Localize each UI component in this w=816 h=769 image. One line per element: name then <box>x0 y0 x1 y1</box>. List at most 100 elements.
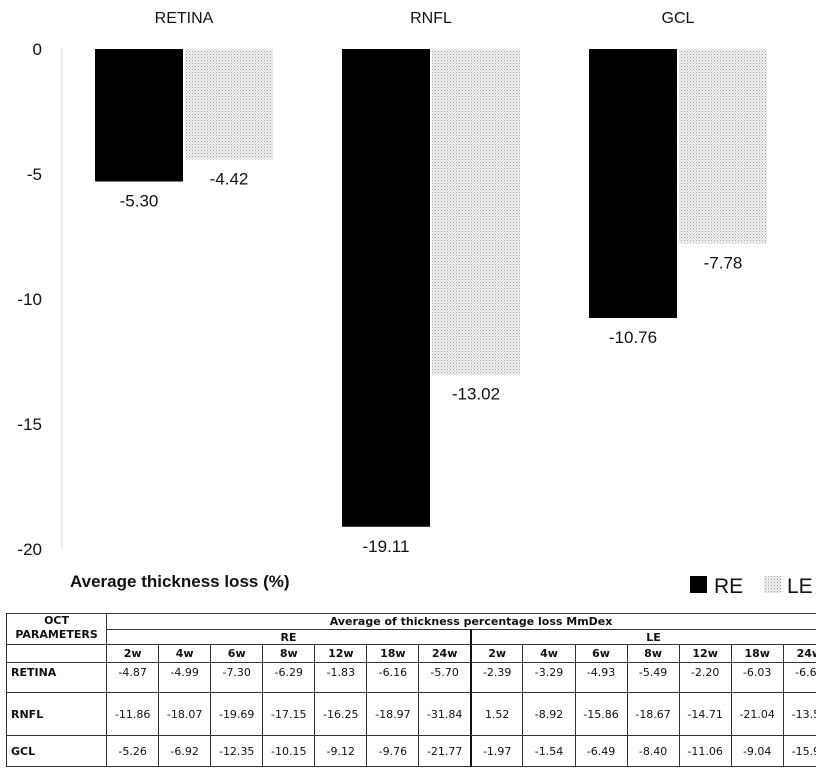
table-cell: -15.97 <box>782 735 816 767</box>
table-cell: -21.04 <box>730 692 784 736</box>
table-cell: -4.87 <box>106 662 160 693</box>
table-cell: -11.86 <box>106 692 160 736</box>
table-cell: -7.30 <box>210 662 264 693</box>
table-cell: -13.52 <box>782 692 816 736</box>
week-header: 8w <box>626 644 680 663</box>
table-row: RNFL -11.86 -18.07 -19.69 -17.15 -16.25 -18.97… <box>5 692 816 736</box>
table-cell: -5.70 <box>418 662 472 693</box>
eye-header-le: LE <box>469 629 816 645</box>
table-cell: -9.04 <box>730 735 784 767</box>
table-cell: -31.84 <box>418 692 472 736</box>
bar-le-retina <box>185 49 273 160</box>
data-label-re: -19.11 <box>363 537 410 556</box>
y-tick-label: -15 <box>17 415 42 434</box>
param-header-word2: PARAMETERS <box>15 628 98 641</box>
week-header: 12w <box>314 644 368 663</box>
data-label-le: -7.78 <box>704 254 743 273</box>
week-header-blank <box>5 644 108 663</box>
table-cell: -11.06 <box>678 735 732 767</box>
legend-swatch-re <box>690 576 707 593</box>
bar-re-retina <box>95 49 183 182</box>
table-cell: -5.49 <box>626 662 680 693</box>
bar-chart: 0 -5 -10 -15 -20 RETINA RNFL GCL -5.30 -4.42 -19… <box>17 10 813 598</box>
y-tick-label: -10 <box>17 290 42 309</box>
table-cell: -1.97 <box>469 735 524 767</box>
data-label-le: -4.42 <box>210 170 249 189</box>
week-header-row: 2w4w6w8w12w18w24w2w4w6w8w12w18w24w <box>5 644 816 663</box>
table-cell: -17.15 <box>262 692 316 736</box>
table-cell: -6.16 <box>366 662 420 693</box>
bar-le-rnfl <box>432 49 520 375</box>
bars <box>95 49 767 527</box>
week-header: 2w <box>106 644 160 663</box>
table-cell: -6.29 <box>262 662 316 693</box>
y-tick-label: -20 <box>17 540 42 559</box>
table-cell: -16.25 <box>314 692 368 736</box>
week-header: 6w <box>210 644 264 663</box>
table-cell: -6.92 <box>158 735 212 767</box>
table-cell: -15.86 <box>574 692 628 736</box>
category-label: RNFL <box>410 10 452 27</box>
table-cell: -18.97 <box>366 692 420 736</box>
week-header: 18w <box>730 644 784 663</box>
table-cell: -2.39 <box>469 662 524 693</box>
data-label-re: -10.76 <box>609 328 657 347</box>
param-header-word1: OCT <box>44 614 70 628</box>
table-cell: -8.92 <box>522 692 576 736</box>
week-header: 2w <box>469 644 524 663</box>
table-cell: -5.26 <box>106 735 160 767</box>
data-label-le: -13.02 <box>452 385 500 404</box>
y-tick-label: 0 <box>33 40 42 59</box>
bar-re-gcl <box>589 49 677 318</box>
y-axis: 0 -5 -10 -15 -20 <box>17 40 63 559</box>
legend: RE LE <box>690 575 813 598</box>
bar-le-gcl <box>679 49 767 244</box>
table-row: GCL -5.26 -6.92 -12.35 -10.15 -9.12 -9.76 -21.7… <box>5 735 816 767</box>
table-cell: -6.67 <box>782 662 816 693</box>
table-row: RETINA -4.87 -4.99 -7.30 -6.29 -1.83 -6.16 -5.7… <box>5 662 816 693</box>
table-cell: -19.69 <box>210 692 264 736</box>
data-label-re: -5.30 <box>120 192 159 211</box>
group-header: Average of thickness percentage loss MmD… <box>106 613 816 630</box>
week-header: 18w <box>366 644 420 663</box>
week-header: 6w <box>574 644 628 663</box>
week-header: 8w <box>262 644 316 663</box>
legend-label-re: RE <box>714 575 743 598</box>
table-cell: -1.54 <box>522 735 576 767</box>
data-table: OCT PARAMETERS Average of thickness perc… <box>5 613 816 767</box>
row-label: RNFL <box>5 692 108 736</box>
week-header: 4w <box>158 644 212 663</box>
table-cell: -1.83 <box>314 662 368 693</box>
category-labels: RETINA RNFL GCL <box>155 10 695 27</box>
table-cell: -9.76 <box>366 735 420 767</box>
table-cell: -6.49 <box>574 735 628 767</box>
data-labels: -5.30 -4.42 -19.11 -13.02 -10.76 -7.78 <box>120 170 743 556</box>
row-label: GCL <box>5 735 108 767</box>
category-label: RETINA <box>155 10 214 27</box>
eye-header-re: RE <box>106 629 472 645</box>
x-axis-label: Average thickness loss (%) <box>70 572 290 591</box>
table-cell: -18.07 <box>158 692 212 736</box>
table-cell: -18.67 <box>626 692 680 736</box>
table-cell: -10.15 <box>262 735 316 767</box>
legend-swatch-le <box>764 576 781 593</box>
table-cell: 1.52 <box>469 692 524 736</box>
table-cell: -3.29 <box>522 662 576 693</box>
table-cell: -9.12 <box>314 735 368 767</box>
table-cell: -4.93 <box>574 662 628 693</box>
bar-re-rnfl <box>342 49 430 527</box>
week-header: 24w <box>418 644 472 663</box>
week-header: 4w <box>522 644 576 663</box>
table-cell: -4.99 <box>158 662 212 693</box>
y-tick-label: -5 <box>27 165 42 184</box>
table-cell: -12.35 <box>210 735 264 767</box>
row-label: RETINA <box>5 662 108 693</box>
week-header: 24w <box>782 644 816 663</box>
table-cell: -14.71 <box>678 692 732 736</box>
week-header: 12w <box>678 644 732 663</box>
param-header: OCT PARAMETERS <box>5 613 108 645</box>
legend-label-le: LE <box>787 575 813 598</box>
category-label: GCL <box>662 10 695 27</box>
table-cell: -21.77 <box>418 735 472 767</box>
table-cell: -6.03 <box>730 662 784 693</box>
